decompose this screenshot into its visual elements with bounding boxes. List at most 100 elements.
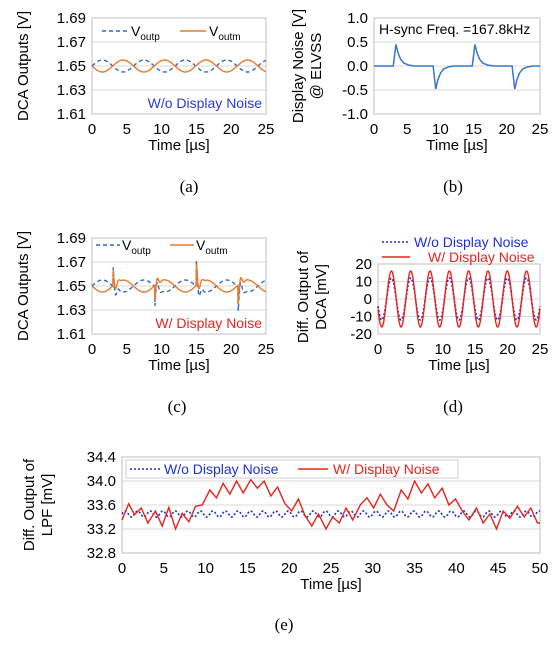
x-tick-label: 25	[532, 121, 549, 138]
y-axis-label-2: @ ELVSS	[308, 33, 325, 100]
y-axis-label: Display Noise [V]	[290, 9, 307, 123]
y-tick-label: 1.67	[57, 34, 86, 51]
panel-caption: (e)	[275, 615, 294, 634]
y-tick-label: 1.61	[57, 106, 86, 123]
x-tick-label: 0	[118, 560, 126, 577]
y-tick-label: 1.63	[57, 82, 86, 99]
annotation: W/o Display Noise	[148, 95, 263, 111]
y-tick-label: 0.0	[347, 58, 368, 75]
legend-box	[125, 459, 459, 479]
y-axis-label: Diff. Output of	[295, 250, 312, 343]
y-tick-label: 10	[355, 274, 372, 291]
annotation: W/ Display Noise	[155, 315, 262, 331]
panel-caption: (a)	[180, 177, 199, 196]
y-tick-label: 1.63	[57, 302, 86, 319]
y-tick-label: 0.5	[347, 34, 368, 51]
legend: Voutp Voutm	[96, 237, 228, 257]
x-tick-label: 15	[239, 560, 256, 577]
y-tick-label: -0.5	[342, 82, 368, 99]
x-tick-label: 25	[258, 341, 275, 358]
series-line	[374, 44, 540, 90]
y-tick-label: -1.0	[342, 106, 368, 123]
y-axis-label: Diff. Output of	[21, 458, 38, 551]
x-axis-label: Time [µs]	[426, 137, 487, 154]
y-tick-label: 33.2	[87, 521, 116, 538]
legend-label: Voutp	[131, 23, 160, 43]
x-tick-label: 0	[374, 341, 382, 358]
x-tick-label: 40	[448, 560, 465, 577]
chart-panel-5: 32.8 33.2 33.6 34.0 34.4 0 5 10 15 20 25 30 35 40 45 50…	[21, 449, 548, 593]
panel-caption: (d)	[443, 397, 463, 416]
legend-label: Voutm	[196, 237, 228, 257]
legend-label: W/ Display Noise	[333, 461, 440, 477]
y-tick-label: 1.0	[347, 10, 368, 27]
x-tick-label: 0	[88, 121, 96, 138]
chart-panel-1: 1.61 1.63 1.65 1.67 1.69 0 5 10 15 20 25 Time [µs] V…	[15, 10, 274, 154]
x-tick-label: 0	[88, 341, 96, 358]
x-tick-label: 5	[403, 121, 411, 138]
x-tick-label: 30	[364, 560, 381, 577]
x-tick-label: 20	[498, 121, 515, 138]
y-tick-label: 34.4	[87, 449, 116, 466]
x-tick-label: 10	[153, 121, 170, 138]
y-tick-label: 1.69	[57, 230, 86, 247]
x-tick-label: 20	[281, 560, 298, 577]
y-tick-label: 1.65	[57, 58, 86, 75]
x-axis-label: Time [µs]	[148, 137, 209, 154]
y-axis-label-2: DCA [mV]	[313, 264, 330, 330]
legend: W/o Display Noise W/ Display Noise	[125, 459, 459, 479]
y-tick-label: 1.61	[57, 326, 86, 343]
y-tick-label: 0	[364, 291, 372, 308]
y-tick-label: 33.6	[87, 497, 116, 514]
series-line	[377, 270, 541, 328]
y-tick-label: 20	[355, 256, 372, 273]
x-tick-label: 35	[406, 560, 423, 577]
x-axis-label: Time [µs]	[428, 357, 489, 374]
y-tick-label: 34.0	[87, 473, 116, 490]
series-line	[91, 260, 267, 311]
x-tick-label: 5	[123, 341, 131, 358]
series-line	[91, 263, 267, 305]
y-axis-label-2: LPF [mV]	[39, 474, 56, 537]
y-tick-label: 1.67	[57, 254, 86, 271]
legend: Voutp Voutm	[102, 23, 241, 43]
legend-label: Voutm	[209, 23, 241, 43]
x-tick-label: 20	[499, 341, 516, 358]
legend-label: W/ Display Noise	[428, 249, 535, 265]
y-tick-label: 1.69	[57, 10, 86, 27]
legend-label: Voutp	[122, 237, 151, 257]
annotation: H-sync Freq. =167.8kHz	[379, 21, 530, 37]
y-axis-label: DCA Outputs [V]	[15, 11, 32, 121]
chart-panel-3: 1.61 1.63 1.65 1.67 1.69 0 5 10 15 20 25 Time [µs] V…	[15, 230, 274, 374]
chart-panel-2: -1.0 -0.5 0.0 0.5 1.0 0 5 10 15 20 25 Time [µs] H-sy…	[290, 9, 548, 154]
legend-label: W/o Display Noise	[164, 461, 279, 477]
x-tick-label: 15	[465, 121, 482, 138]
x-axis-label: Time [µs]	[148, 357, 209, 374]
plot-area	[121, 456, 541, 554]
panel-caption: (b)	[443, 177, 463, 196]
y-tick-label: -10	[350, 309, 372, 326]
series-line	[91, 59, 267, 73]
x-tick-label: 15	[188, 121, 205, 138]
y-tick-label: -20	[350, 326, 372, 343]
x-tick-label: 25	[258, 121, 275, 138]
plot-area	[377, 263, 541, 335]
x-tick-label: 25	[323, 560, 340, 577]
series-line	[121, 478, 540, 532]
y-tick-label: 1.65	[57, 278, 86, 295]
x-tick-label: 50	[532, 560, 549, 577]
x-tick-label: 5	[123, 121, 131, 138]
x-tick-label: 10	[434, 341, 451, 358]
y-tick-label: 32.8	[87, 545, 116, 562]
x-tick-label: 5	[406, 341, 414, 358]
x-tick-label: 0	[370, 121, 378, 138]
x-tick-label: 45	[490, 560, 507, 577]
x-tick-label: 15	[188, 341, 205, 358]
x-tick-label: 10	[153, 341, 170, 358]
legend-label: W/o Display Noise	[414, 234, 529, 250]
x-tick-label: 25	[532, 341, 549, 358]
x-tick-label: 10	[432, 121, 449, 138]
